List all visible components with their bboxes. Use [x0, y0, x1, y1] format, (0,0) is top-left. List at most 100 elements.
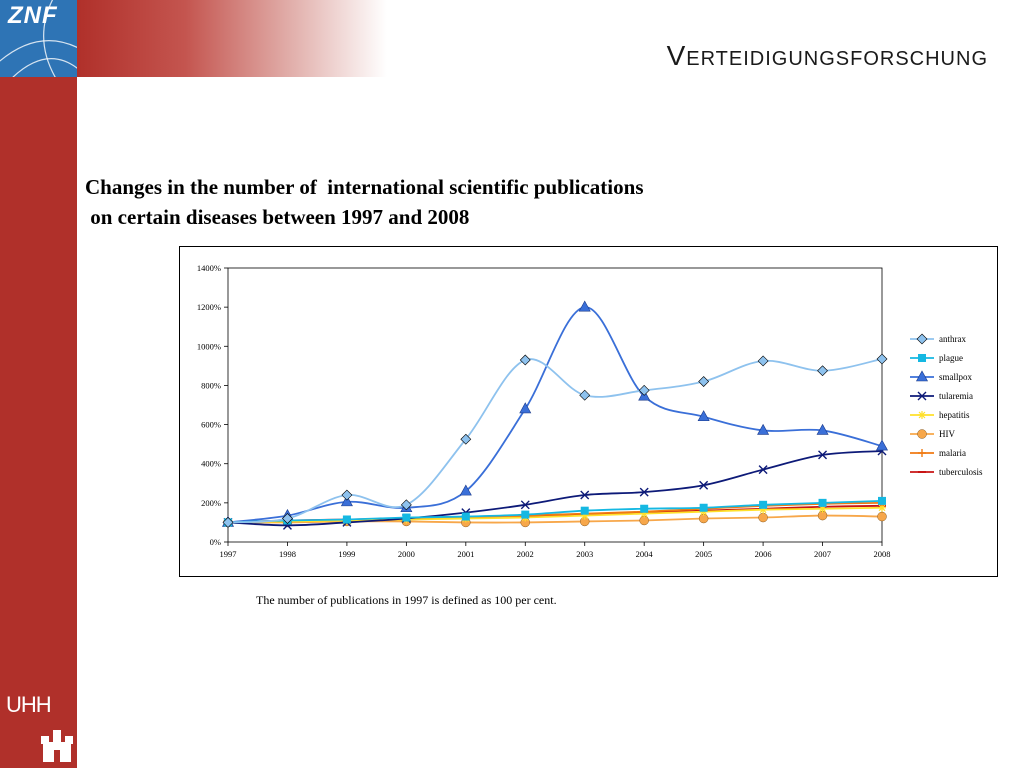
data-point-anthrax [579, 389, 591, 401]
x-tick-label: 1997 [220, 549, 237, 559]
globe-lines-icon [0, 0, 77, 77]
data-point-plague [402, 513, 411, 522]
data-point-smallpox [816, 423, 829, 435]
data-point-smallpox [757, 423, 770, 435]
legend-swatch-marker [918, 354, 926, 362]
y-tick-label: 1000% [197, 341, 221, 351]
data-point-hiv [758, 512, 768, 523]
data-point-plague [818, 498, 827, 507]
data-point-hepatitis [878, 503, 886, 512]
x-tick-label: 2003 [576, 549, 593, 559]
x-tick-label: 2002 [517, 549, 534, 559]
data-point-smallpox [578, 300, 591, 312]
chart-heading: Changes in the number of international s… [85, 172, 644, 232]
data-point-tularemia [520, 500, 530, 510]
legend-item-malaria: malaria [910, 448, 966, 458]
data-point-hiv [877, 511, 887, 522]
x-tick-label: 2005 [695, 549, 712, 559]
series-smallpox [221, 300, 889, 527]
data-point-smallpox [875, 439, 889, 451]
legend-item-tularemia: tularemia [910, 391, 973, 401]
uhh-logo: UHH [6, 692, 52, 717]
sidebar-band [0, 0, 77, 768]
legend-label: tuberculosis [939, 467, 983, 477]
data-point-plague [580, 506, 589, 515]
y-tick-label: 600% [201, 420, 221, 430]
y-tick-label: 800% [201, 380, 221, 390]
data-point-plague [759, 500, 768, 509]
plot-area [227, 267, 883, 543]
series-line-smallpox [227, 306, 883, 524]
data-point-hepatitis [580, 511, 589, 520]
y-tick-label: 1200% [197, 302, 221, 312]
data-point-hepatitis [759, 505, 768, 514]
data-point-tularemia [758, 465, 768, 475]
series-line-tularemia [227, 450, 883, 527]
data-point-anthrax [222, 517, 234, 528]
legend-swatch-marker [918, 449, 926, 457]
data-point-tularemia [818, 450, 828, 460]
data-point-tularemia [639, 487, 649, 497]
data-point-anthrax [876, 353, 888, 365]
logo-text: ZNF [8, 2, 58, 29]
chart-frame: 0% 200% 400% 600% 800% 1000% 1200% 1400% 1997 199… [179, 246, 998, 577]
data-point-anthrax [341, 489, 353, 501]
data-point-smallpox [519, 402, 532, 414]
x-tick-label: 2001 [457, 549, 474, 559]
legend-item-hepatitis: hepatitis [910, 410, 970, 420]
data-point-anthrax [638, 384, 650, 396]
x-tick-label: 2008 [874, 549, 891, 559]
heading-line-2: on certain diseases between 1997 and 200… [85, 205, 470, 229]
data-point-anthrax [519, 354, 531, 366]
data-point-anthrax [817, 365, 828, 377]
legend-swatch-marker [917, 391, 927, 401]
legend-label: plague [939, 353, 963, 363]
heading-line-1: Changes in the number of international s… [85, 175, 644, 199]
data-point-plague [640, 504, 649, 513]
legend-label: smallpox [939, 372, 972, 382]
x-tick-label: 2006 [755, 549, 772, 559]
data-point-tularemia [699, 480, 709, 490]
footnote: The number of publications in 1997 is de… [256, 593, 557, 607]
data-point-hepatitis [818, 504, 827, 513]
data-point-hepatitis [640, 509, 649, 518]
x-tick-label: 1998 [279, 549, 296, 559]
data-point-plague [699, 503, 708, 512]
data-point-anthrax [757, 355, 769, 367]
data-point-plague [878, 496, 886, 505]
series-line-hiv [227, 514, 883, 524]
x-tick-label: 1999 [338, 549, 355, 559]
line-chart: 0% 200% 400% 600% 800% 1000% 1200% 1400% 1997 199… [197, 263, 983, 559]
data-point-tularemia [580, 490, 590, 500]
series-line-hepatitis [227, 506, 883, 524]
y-tick-label: 1400% [197, 263, 221, 273]
y-tick-label: 400% [201, 459, 221, 469]
legend-label: HIV [939, 429, 955, 439]
data-point-smallpox [340, 495, 353, 507]
legend-item-anthrax: anthrax [910, 333, 966, 345]
series-line-plague [227, 500, 883, 524]
series-line-anthrax [227, 358, 883, 524]
legend-item-tuberculosis: tuberculosis [910, 467, 983, 477]
slide-title: Verteidigungsforschung [666, 40, 988, 71]
legend-swatch-marker [915, 370, 929, 382]
data-point-plague [461, 512, 470, 521]
data-point-plague [521, 510, 530, 519]
legend-label: hepatitis [939, 410, 970, 420]
legend-swatch-marker [916, 333, 928, 345]
legend-label: malaria [939, 448, 966, 458]
data-point-anthrax [460, 433, 472, 445]
legend-item-plague: plague [910, 353, 963, 363]
legend-item-hiv: HIV [910, 429, 955, 439]
y-tick-label: 200% [201, 498, 221, 508]
data-point-plague [342, 515, 351, 524]
legend-swatch-marker [918, 411, 926, 419]
legend-item-smallpox: smallpox [910, 370, 972, 382]
legend-label: tularemia [939, 391, 973, 401]
x-tick-label: 2000 [398, 549, 415, 559]
series-anthrax [222, 353, 888, 528]
x-tick-label: 2007 [814, 549, 831, 559]
legend-label: anthrax [939, 334, 966, 344]
data-point-smallpox [697, 410, 710, 422]
y-tick-label: 0% [210, 537, 221, 547]
